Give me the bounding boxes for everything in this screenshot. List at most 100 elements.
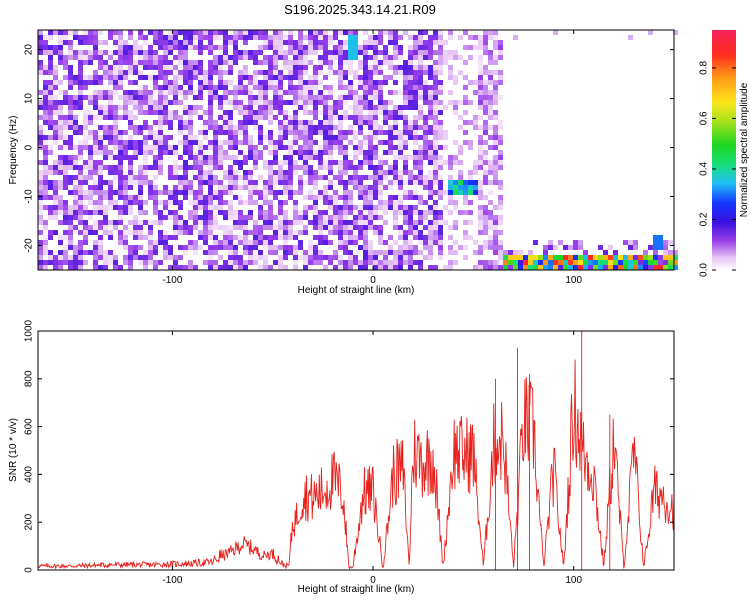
heatmap-cell (293, 160, 298, 165)
heatmap-cell (63, 235, 68, 240)
heatmap-cell (243, 65, 248, 70)
heatmap-cell (493, 220, 498, 225)
heatmap-cell (113, 120, 118, 125)
heatmap-cell (418, 30, 423, 35)
heatmap-cell (303, 260, 308, 265)
heatmap-cell (53, 260, 58, 265)
heatmap-cell (313, 150, 318, 155)
heatmap-cell (328, 205, 333, 210)
heatmap-cell (153, 55, 158, 60)
heatmap-cell (123, 150, 128, 155)
heatmap-cell (313, 125, 318, 130)
heatmap-cell (428, 195, 433, 200)
heatmap-cell (248, 140, 253, 145)
heatmap-cell (428, 255, 433, 260)
heatmap-cell (478, 205, 483, 210)
heatmap-cell (248, 80, 253, 85)
heatmap-cell (118, 75, 123, 80)
heatmap-cell (413, 80, 418, 85)
heatmap-cell (438, 250, 443, 255)
heatmap-cell (433, 240, 438, 245)
heatmap-cell (368, 150, 373, 155)
heatmap-cell (148, 100, 153, 105)
heatmap-cell (158, 120, 163, 125)
heatmap-cell (348, 45, 353, 50)
heatmap-cell (433, 155, 438, 160)
heatmap-cell (203, 200, 208, 205)
heatmap-cell (478, 215, 483, 220)
heatmap-cell (433, 75, 438, 80)
heatmap-cell (63, 185, 68, 190)
heatmap-cell (193, 75, 198, 80)
heatmap-cell (393, 80, 398, 85)
heatmap-cell (443, 205, 448, 210)
heatmap-cell (428, 65, 433, 70)
heatmap-cell (423, 240, 428, 245)
heatmap-cell (43, 145, 48, 150)
heatmap-cell (188, 30, 193, 35)
heatmap-cell (188, 150, 193, 155)
heatmap-cell (68, 145, 73, 150)
heatmap-cell (298, 55, 303, 60)
y-tick-label: 1000 (24, 319, 35, 342)
heatmap-cell (393, 175, 398, 180)
heatmap-cell (338, 100, 343, 105)
heatmap-cell (378, 80, 383, 85)
heatmap-cell (183, 105, 188, 110)
heatmap-cell (458, 150, 463, 155)
heatmap-cell (308, 145, 313, 150)
heatmap-cell (248, 75, 253, 80)
heatmap-cell (183, 195, 188, 200)
heatmap-cell (68, 160, 73, 165)
heatmap-cell (483, 45, 488, 50)
heatmap-cell (128, 255, 133, 260)
heatmap-cell (433, 70, 438, 75)
heatmap-cell (128, 30, 133, 35)
heatmap-cell (208, 225, 213, 230)
heatmap-cell (298, 95, 303, 100)
heatmap-cell (88, 225, 93, 230)
heatmap-cell (148, 230, 153, 235)
heatmap-cell (573, 240, 578, 245)
heatmap-cell (573, 245, 578, 250)
heatmap-cell (468, 140, 473, 145)
heatmap-cell (243, 85, 248, 90)
heatmap-cell (338, 70, 343, 75)
heatmap-cell (483, 125, 488, 130)
heatmap-cell (363, 200, 368, 205)
heatmap-cell (83, 95, 88, 100)
heatmap-cell (108, 100, 113, 105)
heatmap-cell (123, 175, 128, 180)
heatmap-cell (208, 45, 213, 50)
heatmap-cell (93, 145, 98, 150)
heatmap-cell (83, 115, 88, 120)
heatmap-cell (88, 190, 93, 195)
heatmap-cell (163, 215, 168, 220)
heatmap-cell (253, 230, 258, 235)
heatmap-cell (128, 265, 133, 270)
heatmap-cell (438, 215, 443, 220)
heatmap-cell (603, 250, 608, 255)
heatmap-cell (423, 100, 428, 105)
heatmap-cell (48, 180, 53, 185)
heatmap-cell (108, 255, 113, 260)
heatmap-cell (303, 125, 308, 130)
heatmap-cell (93, 260, 98, 265)
heatmap-cell (78, 145, 83, 150)
heatmap-cell (248, 180, 253, 185)
heatmap-cell (38, 115, 43, 120)
heatmap-cell (393, 255, 398, 260)
heatmap-cell (398, 200, 403, 205)
heatmap-cell (318, 80, 323, 85)
heatmap-cell (293, 130, 298, 135)
heatmap-cell (123, 180, 128, 185)
heatmap-cell (158, 130, 163, 135)
heatmap-cell (253, 240, 258, 245)
heatmap-cell (248, 210, 253, 215)
heatmap-cell (123, 240, 128, 245)
heatmap-cell (293, 190, 298, 195)
heatmap-cell (418, 180, 423, 185)
heatmap-cell (233, 40, 238, 45)
heatmap-cell (298, 85, 303, 90)
heatmap-cell (293, 100, 298, 105)
